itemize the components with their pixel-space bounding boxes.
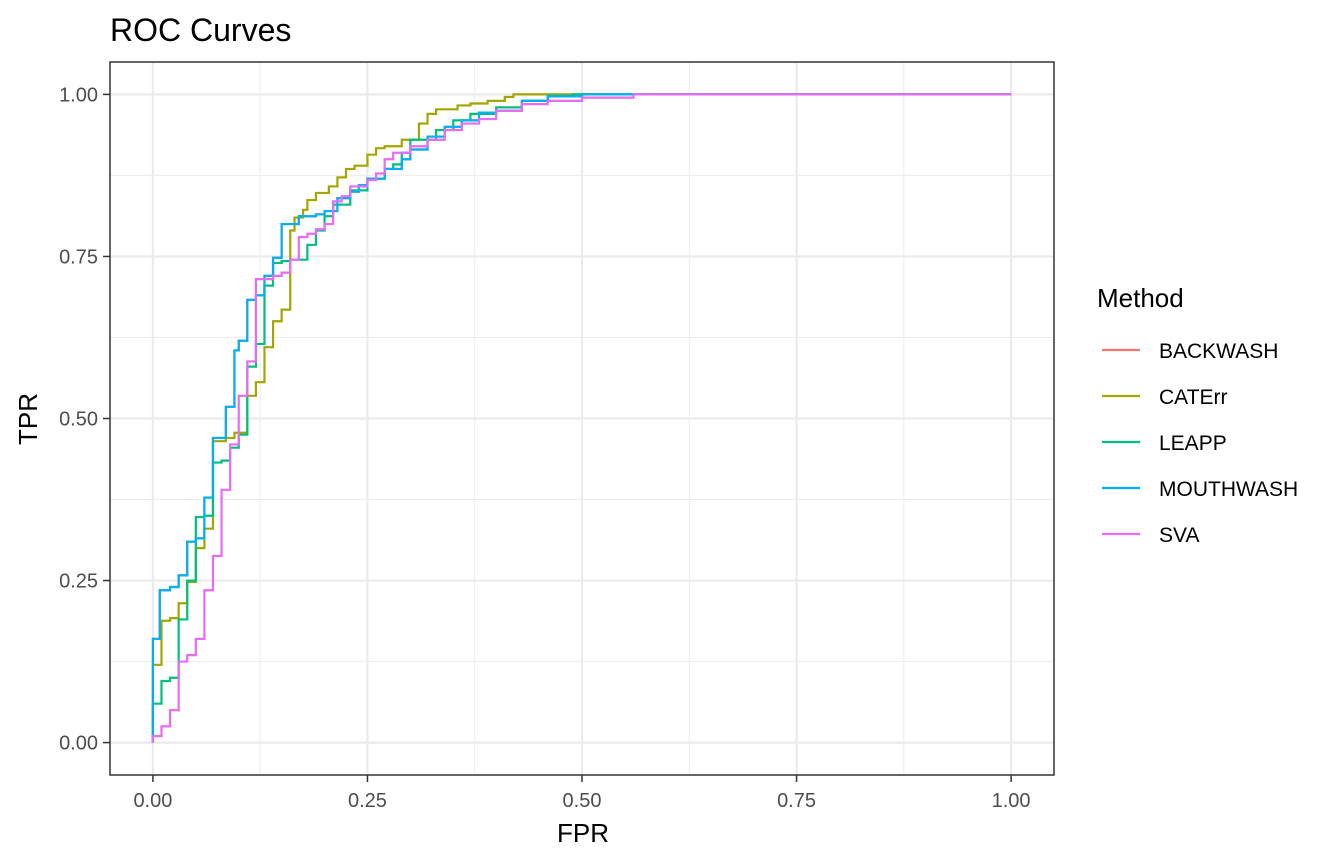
legend-item-caterr: CATErr <box>1102 386 1227 409</box>
x-tick-label: 0.25 <box>348 790 387 812</box>
y-axis-ticks: 0.00 0.25 0.50 0.75 1.00 <box>59 84 110 755</box>
x-tick-label: 0.50 <box>563 790 602 812</box>
legend-item-mouthwash: MOUTHWASH <box>1102 478 1298 501</box>
legend-title: Method <box>1097 283 1184 313</box>
series-line-leapp <box>151 93 1012 743</box>
series-lines <box>151 93 1012 743</box>
legend-label: LEAPP <box>1159 432 1227 455</box>
major-gridlines <box>110 62 1054 775</box>
legend-label: SVA <box>1159 524 1199 547</box>
chart-title: ROC Curves <box>110 12 291 48</box>
y-tick-label: 0.00 <box>59 733 98 755</box>
x-axis-ticks: 0.00 0.25 0.50 0.75 1.00 <box>133 775 1031 812</box>
x-axis-title: FPR <box>557 818 609 848</box>
x-tick-label: 0.75 <box>777 790 816 812</box>
series-line-caterr <box>151 93 1012 743</box>
x-tick-label: 1.00 <box>992 790 1031 812</box>
legend-items: BACKWASH CATErr LEAPP MOUTHWASH SVA <box>1102 340 1298 547</box>
y-tick-label: 0.25 <box>59 571 98 593</box>
legend: Method BACKWASH CATErr LEAPP MOUTHWASH SVA <box>1097 283 1298 547</box>
y-tick-label: 0.50 <box>59 409 98 431</box>
legend-label: BACKWASH <box>1159 340 1278 363</box>
legend-item-backwash: BACKWASH <box>1102 340 1278 363</box>
y-axis-title: TPR <box>13 393 43 445</box>
legend-item-sva: SVA <box>1102 524 1199 547</box>
y-tick-label: 0.75 <box>59 246 98 268</box>
series-line-sva <box>151 93 1012 743</box>
legend-item-leapp: LEAPP <box>1102 432 1227 455</box>
legend-label: MOUTHWASH <box>1159 478 1298 501</box>
y-tick-label: 1.00 <box>59 84 98 106</box>
legend-label: CATErr <box>1159 386 1227 409</box>
x-tick-label: 0.00 <box>133 790 172 812</box>
